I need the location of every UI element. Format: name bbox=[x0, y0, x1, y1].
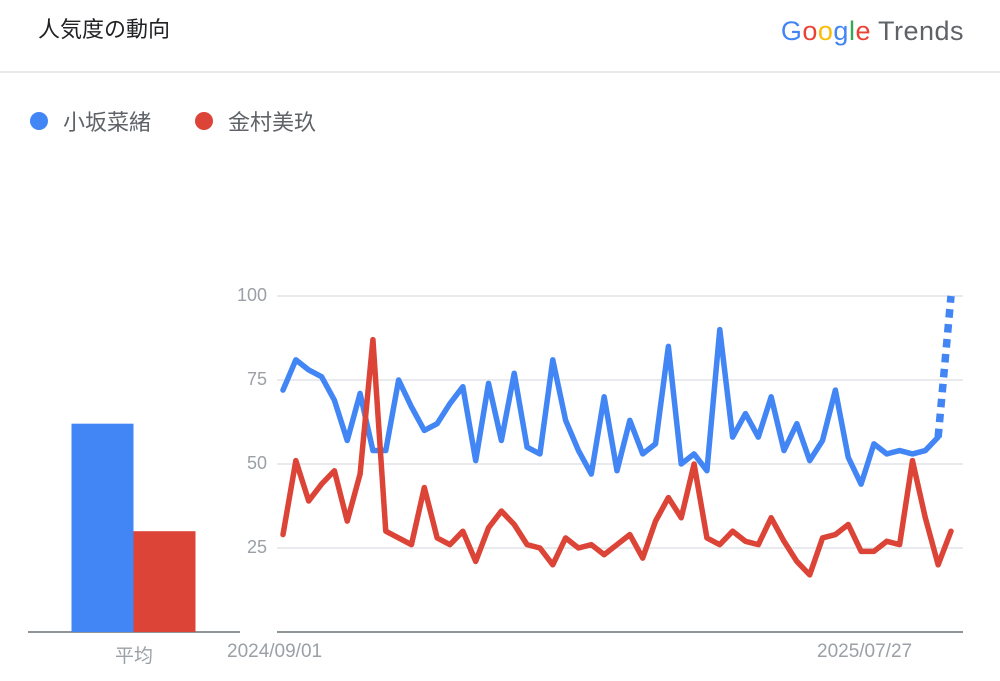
logo-trends-text: Trends bbox=[877, 16, 964, 46]
logo-letter: g bbox=[833, 16, 849, 46]
logo-letter: e bbox=[855, 16, 871, 46]
google-trends-logo[interactable]: Google Trends bbox=[781, 16, 964, 47]
trend-line-2[interactable] bbox=[280, 336, 954, 578]
y-axis-tick-75: 75 bbox=[246, 369, 267, 389]
trend-line-1[interactable] bbox=[280, 326, 941, 487]
header-divider bbox=[0, 71, 1000, 73]
series2-color-dot bbox=[195, 112, 214, 130]
legend-label-series2: 金村美玖 bbox=[228, 110, 317, 135]
legend: 小坂菜緒 金村美玖 bbox=[30, 105, 316, 137]
logo-letter: o bbox=[802, 16, 818, 46]
logo-letter: o bbox=[817, 16, 834, 46]
average-bar-label: 平均 bbox=[114, 646, 153, 667]
x-axis-end-date: 2025/07/27 bbox=[817, 641, 913, 662]
logo-letter: l bbox=[848, 16, 856, 46]
google-logo-letters: Google bbox=[781, 16, 871, 46]
x-axis-start-date: 2024/09/01 bbox=[227, 641, 323, 662]
series1-color-dot bbox=[30, 112, 48, 130]
logo-letter: G bbox=[780, 16, 803, 46]
y-axis-tick-50: 50 bbox=[246, 453, 267, 473]
average-bar-1[interactable] bbox=[71, 423, 134, 632]
y-axis-tick-100: 100 bbox=[236, 285, 267, 305]
legend-label-series1: 小坂菜緒 bbox=[63, 110, 152, 135]
legend-item-series2: 金村美玖 bbox=[195, 105, 316, 137]
page-title: 人気度の動向 bbox=[38, 17, 171, 42]
y-axis-tick-25: 25 bbox=[246, 537, 267, 557]
trend-line-1-forecast-dotted bbox=[934, 295, 955, 438]
average-bar-2[interactable] bbox=[133, 531, 196, 632]
legend-item-series1: 小坂菜緒 bbox=[30, 105, 151, 137]
